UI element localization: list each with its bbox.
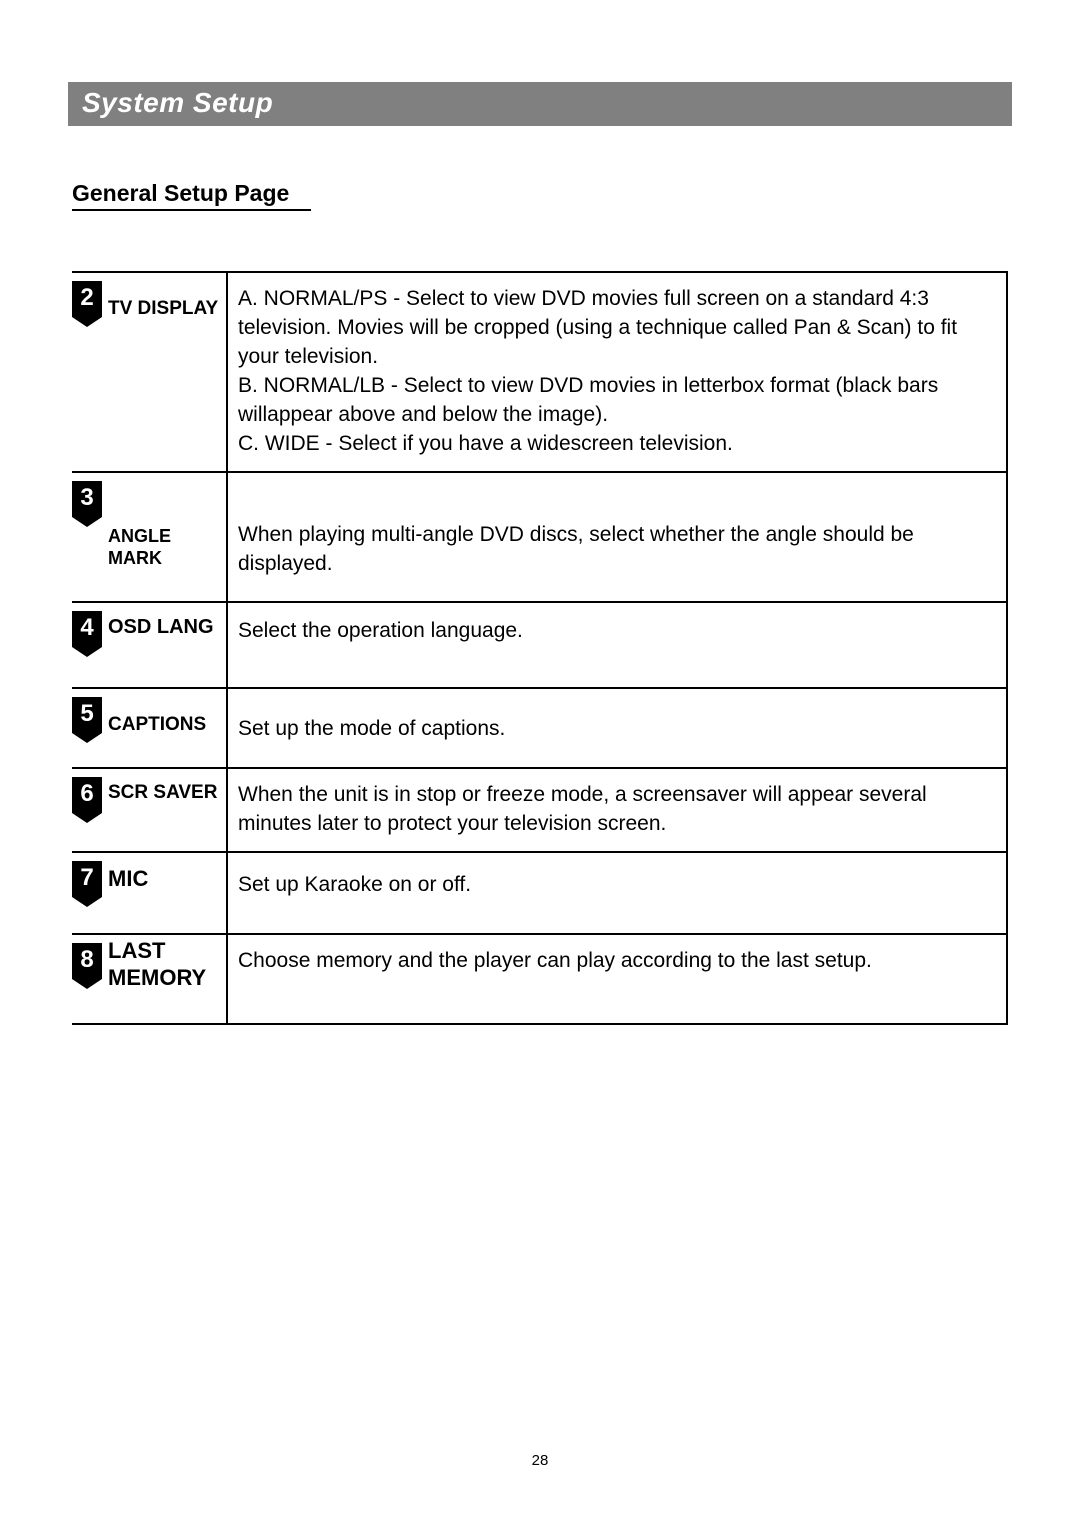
setting-description: Select the operation language. bbox=[228, 603, 1006, 687]
setting-description: Choose memory and the player can play ac… bbox=[228, 935, 1006, 1023]
setting-label: TV DISPLAY bbox=[108, 297, 218, 321]
setting-label-cell: 7MIC bbox=[72, 853, 228, 933]
table-row: 2TV DISPLAYA. NORMAL/PS - Select to view… bbox=[72, 273, 1006, 473]
setting-label-cell: 6SCR SAVER bbox=[72, 769, 228, 851]
table-row: 8LAST MEMORYChoose memory and the player… bbox=[72, 935, 1006, 1023]
number-badge: 6 bbox=[72, 777, 102, 813]
setting-label: LAST MEMORY bbox=[108, 937, 206, 992]
setting-label: ANGLE MARK bbox=[108, 525, 226, 570]
setting-label: SCR SAVER bbox=[108, 781, 217, 805]
manual-page: System Setup General Setup Page 2TV DISP… bbox=[0, 0, 1080, 1025]
badge-number: 2 bbox=[72, 284, 102, 312]
setting-label-cell: 5CAPTIONS bbox=[72, 689, 228, 767]
number-badge: 5 bbox=[72, 697, 102, 733]
setting-description: Set up Karaoke on or off. bbox=[228, 853, 1006, 933]
subtitle-container: General Setup Page bbox=[72, 180, 1008, 211]
number-badge: 4 bbox=[72, 611, 102, 647]
setting-label-cell: 3ANGLE MARK bbox=[72, 473, 228, 601]
setting-description: Set up the mode of captions. bbox=[228, 689, 1006, 767]
section-title: System Setup bbox=[82, 87, 273, 118]
number-badge: 3 bbox=[72, 481, 102, 517]
setting-label: OSD LANG bbox=[108, 615, 214, 640]
setting-label-cell: 8LAST MEMORY bbox=[72, 935, 228, 1023]
number-badge: 2 bbox=[72, 281, 102, 317]
setting-description: When playing multi-angle DVD discs, sele… bbox=[228, 473, 1006, 601]
setting-description: When the unit is in stop or freeze mode,… bbox=[228, 769, 1006, 851]
table-row: 7MICSet up Karaoke on or off. bbox=[72, 853, 1006, 935]
setting-label-cell: 4OSD LANG bbox=[72, 603, 228, 687]
setting-label: MIC bbox=[108, 865, 148, 893]
table-row: 4OSD LANGSelect the operation language. bbox=[72, 603, 1006, 689]
settings-table: 2TV DISPLAYA. NORMAL/PS - Select to view… bbox=[72, 271, 1008, 1025]
badge-number: 5 bbox=[72, 700, 102, 728]
setting-description: A. NORMAL/PS - Select to view DVD movies… bbox=[228, 273, 1006, 471]
badge-number: 7 bbox=[72, 864, 102, 892]
badge-number: 4 bbox=[72, 614, 102, 642]
number-badge: 7 bbox=[72, 861, 102, 897]
table-row: 5CAPTIONSSet up the mode of captions. bbox=[72, 689, 1006, 769]
number-badge: 8 bbox=[72, 943, 102, 979]
table-row: 3ANGLE MARKWhen playing multi-angle DVD … bbox=[72, 473, 1006, 603]
setting-label: CAPTIONS bbox=[108, 713, 206, 737]
badge-number: 3 bbox=[72, 484, 102, 512]
badge-number: 6 bbox=[72, 780, 102, 808]
page-number: 28 bbox=[0, 1452, 1080, 1469]
section-banner: System Setup bbox=[68, 82, 1012, 126]
table-row: 6SCR SAVERWhen the unit is in stop or fr… bbox=[72, 769, 1006, 853]
page-subtitle: General Setup Page bbox=[72, 180, 311, 211]
badge-number: 8 bbox=[72, 946, 102, 974]
setting-label-cell: 2TV DISPLAY bbox=[72, 273, 228, 471]
